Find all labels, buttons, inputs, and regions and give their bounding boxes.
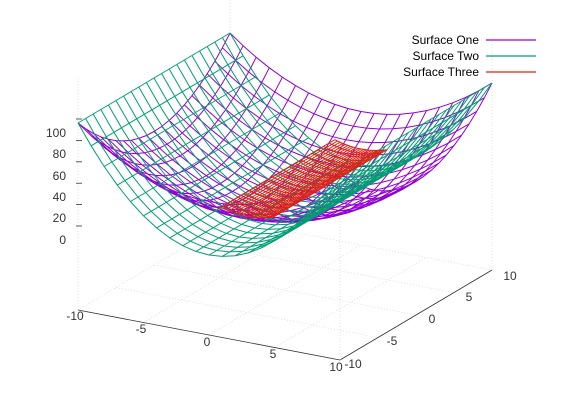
x-tick-label: -10 [66,309,84,323]
axis-line [339,269,493,361]
z-axis-ticks: 100 80 60 40 20 0 [46,126,66,247]
z-tick-label: 20 [53,211,67,225]
legend: Surface One Surface Two Surface Three [403,33,536,79]
surfaces [77,32,493,257]
z-tick-label: 0 [59,233,66,247]
mesh-line [226,203,279,215]
mesh-line [220,206,274,219]
mesh-line [288,166,342,178]
y-tick-label: -10 [344,357,362,371]
mesh-line [271,176,325,188]
mesh-line [85,118,349,253]
mesh-line [317,149,371,161]
x-tick-label: 10 [329,360,343,374]
z-tick-label: 80 [53,147,67,161]
floor-grid-line [274,257,427,348]
mesh-line [199,84,462,168]
mesh-line [123,140,386,223]
plot-box [76,0,493,361]
mesh-line [123,95,387,230]
z-tick-label: 100 [46,126,66,140]
x-tick-label: 0 [204,335,211,349]
mesh-line [115,100,379,235]
y-tick-label: 5 [466,290,473,304]
z-tick-label: 60 [53,169,67,183]
grid-lines [77,219,493,361]
y-tick-label: 10 [503,269,517,283]
mesh-line [77,122,341,257]
mesh-line [222,47,485,130]
legend-label: Surface One [412,33,480,47]
axis-line [77,309,341,361]
surface-3 [220,139,388,219]
floor-grid-line [191,242,455,293]
mesh-line [237,196,291,209]
mesh-line [260,183,314,195]
mesh-line [100,109,364,244]
y-axis-ticks: -10 -5 0 5 10 [344,269,517,371]
y-tick-label: -5 [387,334,398,348]
x-axis-ticks: -10 -5 0 5 10 [66,309,343,374]
mesh-line [107,104,371,239]
mesh-line [311,152,365,165]
mesh-line [231,199,285,212]
mesh-line [92,113,356,248]
mesh-line [334,139,388,151]
mesh-line [229,32,493,115]
x-tick-label: -5 [136,322,147,336]
mesh-line [277,172,331,185]
mesh-line [77,32,231,142]
mesh-line [92,132,356,216]
legend-entry-surface-three: Surface Three [403,65,536,79]
mesh-line [300,159,354,172]
legend-entry-surface-one: Surface One [412,33,536,47]
mesh-line [138,86,402,221]
legend-label: Surface Three [403,65,479,79]
z-tick-label: 40 [53,190,67,204]
mesh-line [294,162,348,175]
floor-grid-line [229,219,493,271]
mesh-line [243,193,297,205]
mesh-line [306,156,359,168]
mesh-line [328,142,382,155]
mesh-line [266,179,319,192]
floor-grid-line [115,287,379,338]
legend-entry-surface-two: Surface Two [413,49,536,63]
mesh-line [249,189,302,202]
legend-label: Surface Two [413,49,480,63]
floor-grid-line [153,264,417,316]
mesh-line [130,91,394,226]
mesh-line [283,169,336,182]
floor-grid-line [208,244,362,336]
floor-grid-line [77,219,231,311]
x-tick-label: 5 [270,347,277,361]
floor-grid-line [143,232,296,323]
y-tick-label: 0 [429,312,436,326]
mesh-line [254,186,308,199]
mesh-line [323,145,376,158]
